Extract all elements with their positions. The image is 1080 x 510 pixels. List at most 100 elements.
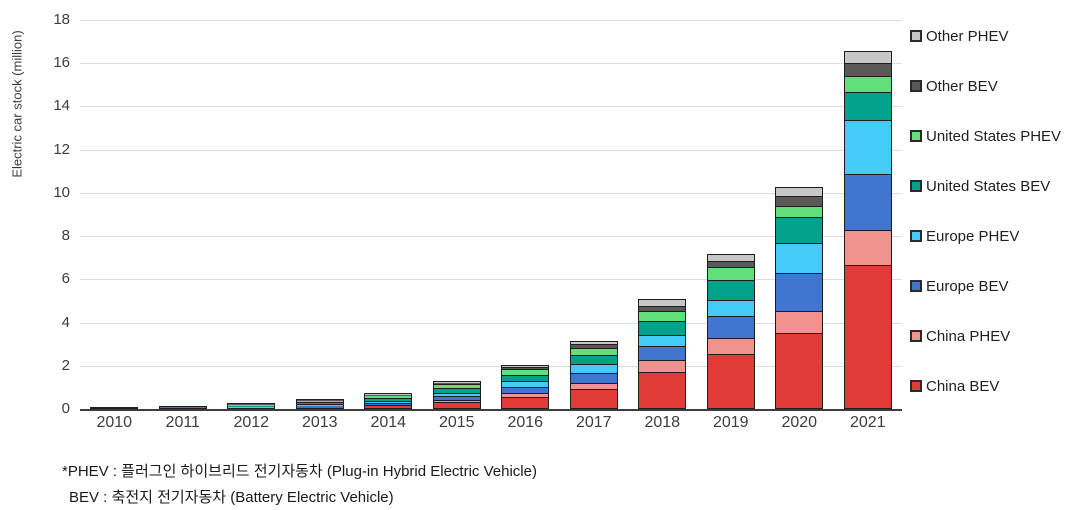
bar-column-2012 (217, 20, 286, 409)
legend: Other PHEV Other BEV United States PHEV Uni… (910, 22, 1061, 422)
bar-column-2019 (697, 20, 766, 409)
legend-swatch-icon (910, 130, 922, 142)
bar-column-2017 (560, 20, 629, 409)
legend-item-united-states-bev: United States BEV (910, 172, 1061, 200)
bar-column-2010 (80, 20, 149, 409)
segment-other-bev-2012 (228, 404, 275, 405)
segment-europe-phev-2013 (296, 405, 343, 406)
x-tick-label-2020: 2020 (781, 414, 818, 431)
legend-item-china-bev: China BEV (910, 372, 1061, 400)
segment-china-bev-2016 (502, 398, 549, 408)
segment-united-states-bev-2012 (228, 406, 275, 407)
segment-united-states-phev-2015 (433, 385, 480, 389)
segment-other-bev-2018 (639, 307, 686, 312)
segment-united-states-bev-2014 (365, 399, 412, 402)
x-tick-label-2017: 2017 (575, 414, 612, 431)
legend-swatch-icon (910, 230, 922, 242)
segment-other-phev-2019 (707, 255, 754, 262)
segment-china-phev-2017 (570, 384, 617, 390)
segment-europe-phev-2017 (570, 365, 617, 374)
segment-united-states-phev-2013 (296, 401, 343, 403)
segment-other-phev-2016 (502, 366, 549, 368)
footnote-phev: *PHEV : 플러그인 하이브리드 전기자동차 (Plug-in Hybrid… (62, 463, 537, 480)
segment-europe-bev-2019 (707, 317, 754, 339)
segment-china-phev-2021 (844, 231, 891, 266)
gridline-14 (80, 106, 902, 108)
bar-2016 (501, 365, 550, 409)
x-tick-label-2016: 2016 (507, 414, 544, 431)
segment-other-phev-2020 (776, 188, 823, 197)
bar-2014 (364, 393, 413, 409)
segment-united-states-phev-2020 (776, 207, 823, 218)
bar-2019 (706, 254, 755, 409)
segment-other-bev-2013 (296, 400, 343, 401)
segment-china-phev-2012 (228, 407, 275, 408)
y-tick-label-4: 4 (61, 313, 70, 331)
legend-swatch-icon (910, 30, 922, 42)
segment-china-bev-2014 (365, 406, 412, 408)
bar-column-2016 (491, 20, 560, 409)
segment-other-phev-2014 (365, 394, 412, 395)
legend-item-united-states-phev: United States PHEV (910, 122, 1061, 150)
legend-swatch-icon (910, 280, 922, 292)
segment-united-states-bev-2017 (570, 356, 617, 365)
bar-column-2014 (354, 20, 423, 409)
segment-europe-bev-2016 (502, 388, 549, 394)
plot-area (80, 20, 902, 411)
y-tick-label-12: 12 (53, 140, 70, 158)
gridline-4 (80, 322, 902, 324)
segment-europe-bev-2018 (639, 347, 686, 361)
gridline-2 (80, 365, 902, 367)
legend-label: Europe BEV (926, 277, 1009, 295)
legend-swatch-icon (910, 80, 922, 92)
legend-swatch-icon (910, 380, 922, 392)
segment-other-bev-2021 (844, 64, 891, 77)
segment-europe-phev-2018 (639, 336, 686, 347)
segment-other-phev-2017 (570, 342, 617, 345)
legend-item-europe-phev: Europe PHEV (910, 222, 1061, 250)
legend-label: Other BEV (926, 77, 998, 95)
segment-united-states-bev-2018 (639, 322, 686, 336)
segment-china-phev-2018 (639, 361, 686, 373)
x-tick-label-2019: 2019 (712, 414, 749, 431)
gridline-8 (80, 236, 902, 238)
bars-layer (80, 20, 902, 409)
segment-europe-phev-2019 (707, 301, 754, 317)
bar-column-2013 (286, 20, 355, 409)
segment-china-bev-2020 (776, 334, 823, 408)
segment-united-states-phev-2018 (639, 312, 686, 322)
gridline-16 (80, 63, 902, 65)
segment-other-bev-2014 (365, 395, 412, 396)
bar-2012 (227, 403, 276, 409)
bar-column-2018 (628, 20, 697, 409)
y-tick-label-18: 18 (53, 11, 70, 28)
segment-united-states-bev-2019 (707, 281, 754, 301)
segment-europe-bev-2013 (296, 406, 343, 407)
segment-united-states-bev-2015 (433, 389, 480, 394)
segment-united-states-phev-2016 (502, 370, 549, 376)
gridline-12 (80, 149, 902, 151)
segment-europe-bev-2020 (776, 274, 823, 312)
bar-column-2021 (834, 20, 903, 409)
segment-other-bev-2016 (502, 368, 549, 370)
legend-swatch-icon (910, 330, 922, 342)
legend-label: United States PHEV (926, 127, 1062, 145)
segment-china-bev-2015 (433, 403, 480, 408)
bar-column-2011 (149, 20, 218, 409)
segment-united-states-bev-2011 (159, 407, 206, 408)
segment-other-bev-2020 (776, 197, 823, 207)
legend-item-other-bev: Other BEV (910, 72, 1061, 100)
segment-united-states-phev-2014 (365, 396, 412, 399)
segment-china-bev-2013 (296, 407, 343, 408)
bar-2021 (843, 51, 892, 409)
x-tick-label-2010: 2010 (96, 414, 133, 431)
x-tick-label-2012: 2012 (233, 414, 270, 431)
legend-item-europe-bev: Europe BEV (910, 272, 1061, 300)
segment-china-bev-2021 (844, 266, 891, 408)
segment-other-bev-2015 (433, 383, 480, 385)
bar-2020 (775, 187, 824, 409)
legend-label: China PHEV (926, 327, 1011, 345)
segment-united-states-bev-2013 (296, 403, 343, 405)
segment-europe-bev-2014 (365, 404, 412, 406)
segment-europe-phev-2015 (433, 394, 480, 397)
